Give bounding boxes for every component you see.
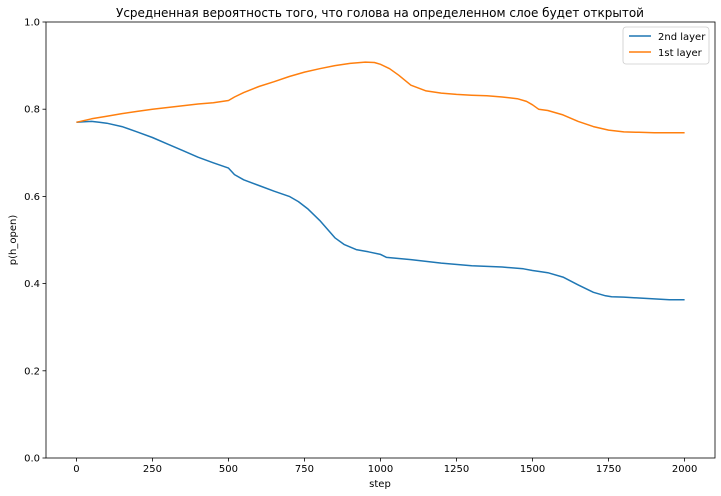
x-tick-label: 1750 — [596, 464, 621, 475]
y-tick-label: 0.0 — [24, 454, 40, 465]
x-tick-label: 750 — [295, 464, 314, 475]
legend: 2nd layer 1st layer — [622, 26, 710, 65]
legend-label-1st-layer: 1st layer — [658, 48, 703, 59]
y-tick-label: 0.8 — [24, 105, 40, 116]
plot-area — [46, 22, 715, 458]
x-tick-label: 500 — [219, 464, 238, 475]
y-tick-label: 1.0 — [24, 18, 40, 29]
x-tick-label: 0 — [73, 464, 79, 475]
chart-title: Усредненная вероятность того, что голова… — [116, 6, 644, 20]
y-axis-label: p(h_open) — [8, 215, 19, 266]
x-axis-ticks: 0 250 500 750 1000 1250 1500 1750 2000 — [73, 458, 697, 475]
y-axis-ticks: 0.0 0.2 0.4 0.6 0.8 1.0 — [24, 18, 46, 465]
series-line-2nd-layer — [76, 120, 685, 301]
x-tick-label: 1000 — [368, 464, 393, 475]
y-tick-label: 0.2 — [24, 366, 40, 377]
series-layer — [76, 61, 685, 301]
x-tick-label: 250 — [143, 464, 162, 475]
x-tick-label: 1250 — [444, 464, 469, 475]
series-line-1st-layer — [76, 61, 685, 134]
y-tick-label: 0.4 — [24, 279, 40, 290]
x-tick-label: 1500 — [520, 464, 545, 475]
legend-label-2nd-layer: 2nd layer — [658, 32, 706, 43]
x-axis-label: step — [369, 479, 391, 490]
x-tick-label: 2000 — [672, 464, 697, 475]
y-tick-label: 0.6 — [24, 192, 40, 203]
plot-frame — [45, 21, 716, 459]
